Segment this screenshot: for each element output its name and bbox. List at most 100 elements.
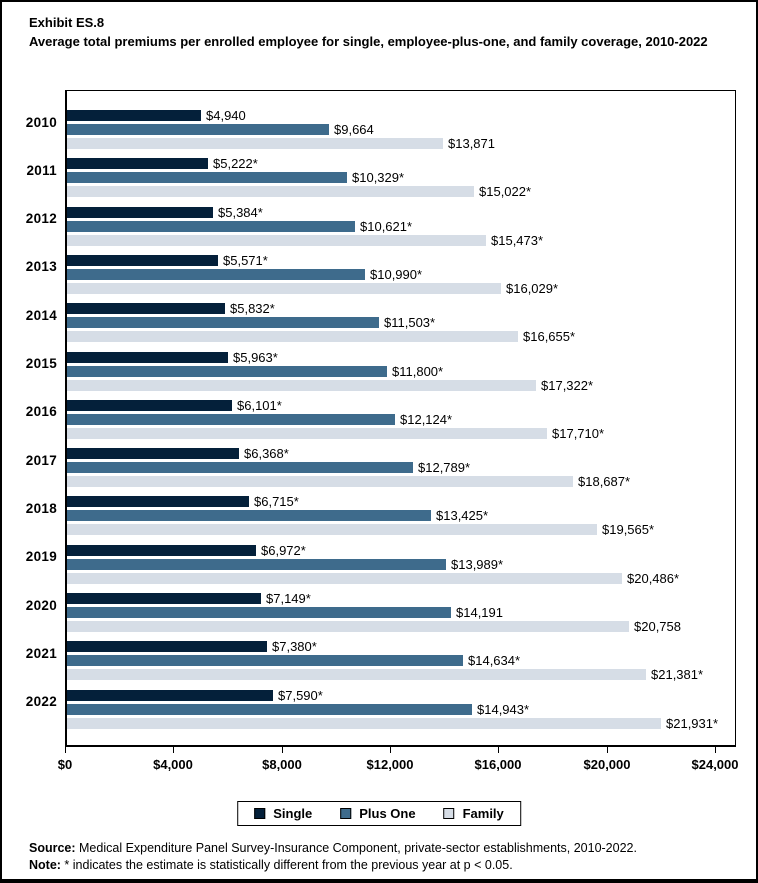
bar-value-label: $5,571* [223, 252, 268, 268]
bar-row: $14,943* [67, 701, 735, 717]
bar-row: $5,963* [67, 349, 735, 365]
bar-group-2010: $4,940 $9,664 $13,871 [67, 109, 735, 150]
bar-value-label: $9,664 [334, 122, 374, 137]
bar-plus-one-2014 [67, 317, 379, 329]
bar-row: $16,655* [67, 330, 735, 343]
note-label: Note: [29, 858, 61, 872]
bar-single-2016 [67, 399, 232, 411]
bar-value-label: $20,758 [634, 619, 681, 634]
bar-value-label: $7,380* [272, 639, 317, 655]
exhibit-number: Exhibit ES.8 [29, 15, 105, 30]
bar-value-label: $6,972* [261, 542, 306, 558]
bar-value-label: $21,381* [651, 667, 704, 683]
bar-family-2018 [67, 524, 597, 536]
legend-label: Plus One [359, 806, 416, 821]
bar-row: $15,022* [67, 184, 735, 200]
bar-row: $16,029* [67, 280, 735, 296]
bar-row: $11,800* [67, 363, 735, 379]
bar-row: $10,621* [67, 218, 735, 234]
bar-plus-one-2010 [67, 124, 329, 135]
source-text: Medical Expenditure Panel Survey-Insuran… [75, 841, 637, 855]
bar-value-label: $5,963* [233, 349, 278, 365]
bar-plus-one-2017 [67, 462, 413, 474]
legend-swatch-icon [254, 808, 266, 819]
bar-value-label: $17,710* [552, 425, 605, 441]
bar-family-2014 [67, 331, 518, 343]
bar-value-label: $15,022* [479, 184, 532, 200]
bar-value-label: $11,800* [392, 363, 444, 379]
bar-row: $6,101* [67, 399, 735, 412]
bar-row: $5,571* [67, 252, 735, 268]
bar-value-label: $14,943* [477, 701, 530, 717]
year-label-2014: 2014 [25, 307, 57, 323]
bar-row: $20,758 [67, 619, 735, 634]
bar-value-label: $14,634* [468, 653, 521, 669]
bar-single-2021 [67, 641, 267, 653]
bar-value-label: $5,384* [218, 204, 263, 220]
x-tick-label: $8,000 [262, 757, 302, 772]
bar-single-2022 [67, 689, 273, 701]
x-axis: $0 $4,000 $8,000 $12,000 $16,000 $20,000 $24,0… [58, 747, 739, 787]
bar-family-2016 [67, 427, 547, 439]
bar-row: $12,789* [67, 460, 735, 476]
legend-swatch-icon [443, 808, 455, 819]
bar-family-2022 [67, 717, 661, 729]
bar-value-label: $10,990* [370, 266, 423, 282]
bar-value-label: $16,029* [506, 280, 559, 296]
bar-plus-one-2016 [67, 413, 395, 425]
bar-value-label: $10,621* [360, 218, 413, 234]
bar-row: $5,222* [67, 157, 735, 170]
bar-group-2016: $6,101* $12,124* $17,710* [67, 399, 735, 441]
bar-row: $6,715* [67, 495, 735, 508]
bar-plus-one-2013 [67, 268, 365, 280]
x-tick-label: $12,000 [366, 757, 414, 772]
bar-group-2020: $7,149* $14,191 $20,758 [67, 591, 735, 634]
bar-single-2012 [67, 206, 213, 218]
title-block: Exhibit ES.8 Average total premiums per … [29, 13, 709, 51]
bar-single-2017 [67, 448, 239, 460]
x-tick [173, 747, 174, 753]
x-tick-label: $0 [57, 757, 73, 772]
bar-single-2010 [67, 110, 201, 121]
bar-value-label: $17,322* [541, 377, 594, 393]
bar-single-2018 [67, 496, 249, 508]
bar-plus-one-2022 [67, 703, 472, 715]
bar-plus-one-2012 [67, 220, 355, 232]
bar-value-label: $15,473* [491, 232, 544, 248]
bar-single-2013 [67, 254, 218, 266]
year-label-2010: 2010 [25, 114, 57, 130]
bar-row: $12,124* [67, 413, 735, 426]
bar-group-2011: $5,222* $10,329* $15,022* [67, 157, 735, 200]
bar-family-2021 [67, 669, 646, 681]
x-tick [65, 747, 66, 753]
year-label-2011: 2011 [26, 162, 57, 178]
bar-value-label: $12,789* [418, 460, 471, 476]
bar-row: $6,368* [67, 447, 735, 460]
x-tick [390, 747, 391, 753]
bar-single-2019 [67, 544, 256, 556]
bar-row: $4,940 [67, 109, 735, 122]
x-tick-label: $16,000 [474, 757, 522, 772]
bar-single-2015 [67, 351, 228, 363]
bar-value-label: $20,486* [627, 570, 680, 586]
bar-row: $6,972* [67, 542, 735, 558]
bar-row: $18,687* [67, 475, 735, 488]
legend-label: Single [273, 806, 313, 821]
bar-row: $7,380* [67, 639, 735, 655]
bar-row: $5,384* [67, 204, 735, 220]
year-label-2017: 2017 [25, 452, 57, 468]
legend-label: Family [462, 806, 504, 821]
note-text: * indicates the estimate is statisticall… [60, 858, 513, 872]
year-label-2013: 2013 [25, 259, 57, 275]
bar-single-2014 [67, 303, 225, 315]
plot-area: $4,940 $9,664 $13,871 $5,222* $10,329* $15,02… [65, 90, 736, 747]
bar-row: $17,710* [67, 425, 735, 441]
bar-plus-one-2019 [67, 558, 446, 570]
bar-plus-one-2011 [67, 172, 347, 184]
bar-value-label: $7,149* [266, 591, 311, 606]
bar-plus-one-2018 [67, 510, 431, 522]
bar-family-2013 [67, 282, 501, 294]
x-tick [607, 747, 608, 753]
bar-plus-one-2021 [67, 655, 463, 667]
